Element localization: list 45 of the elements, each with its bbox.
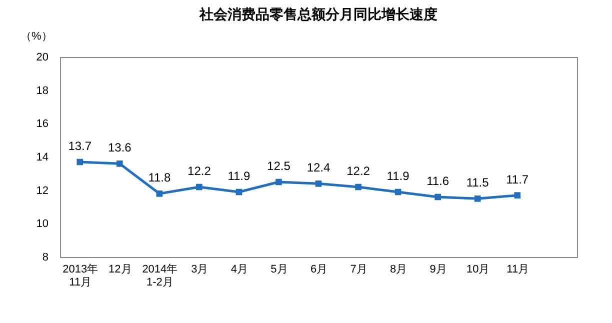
data-label: 11.9: [386, 169, 410, 183]
x-tick-label: 4月: [230, 264, 248, 276]
y-tick-label: 10: [36, 218, 48, 230]
data-label: 11.6: [426, 174, 450, 188]
point: [434, 194, 441, 200]
x-tick-label: 3月: [191, 264, 208, 276]
y-tick-label: 12: [36, 184, 48, 197]
x-tick-label: 2013年 11月: [62, 264, 98, 288]
data-label: 12.4: [306, 160, 330, 175]
point: [474, 196, 481, 202]
point: [116, 160, 123, 167]
y-axis-title: （%）: [20, 30, 52, 42]
point: [156, 190, 163, 197]
x-tick-label: 2014年 1-2月: [142, 264, 178, 288]
data-label: 11.7: [506, 172, 529, 186]
x-tick-label: 6月: [310, 264, 328, 276]
point: [196, 184, 202, 190]
y-tick-label: 16: [36, 118, 48, 130]
x-tick-label: 5月: [270, 264, 288, 276]
y-tick-label: 14: [36, 152, 48, 164]
point: [355, 184, 362, 190]
data-label: 11.8: [148, 170, 171, 185]
data-label: 11.5: [466, 176, 490, 190]
y-tick-label: 8: [42, 252, 48, 264]
point: [315, 180, 322, 187]
x-tick-label: 9月: [430, 264, 447, 276]
point: [236, 188, 242, 196]
point: [394, 188, 402, 196]
data-label: 13.6: [108, 140, 132, 155]
x-tick-label: 11月: [506, 264, 530, 276]
data-label: 13.7: [68, 139, 92, 153]
data-label: 12.2: [188, 164, 212, 178]
y-tick-label: 20: [36, 52, 48, 64]
point: [76, 158, 84, 166]
y-tick-label: 18: [36, 84, 48, 97]
point: [276, 178, 282, 186]
data-label: 11.9: [228, 169, 251, 183]
point: [514, 192, 521, 198]
x-tick-label: 8月: [390, 264, 408, 276]
data-label: 12.2: [346, 164, 370, 178]
x-tick-label: 7月: [350, 264, 368, 276]
data-label: 12.5: [267, 159, 291, 173]
chart-title: 社会消费品零售总额分月同比增长速度: [198, 6, 438, 22]
x-tick-label: 10月: [466, 264, 490, 276]
x-tick-label: 12月: [108, 264, 132, 276]
